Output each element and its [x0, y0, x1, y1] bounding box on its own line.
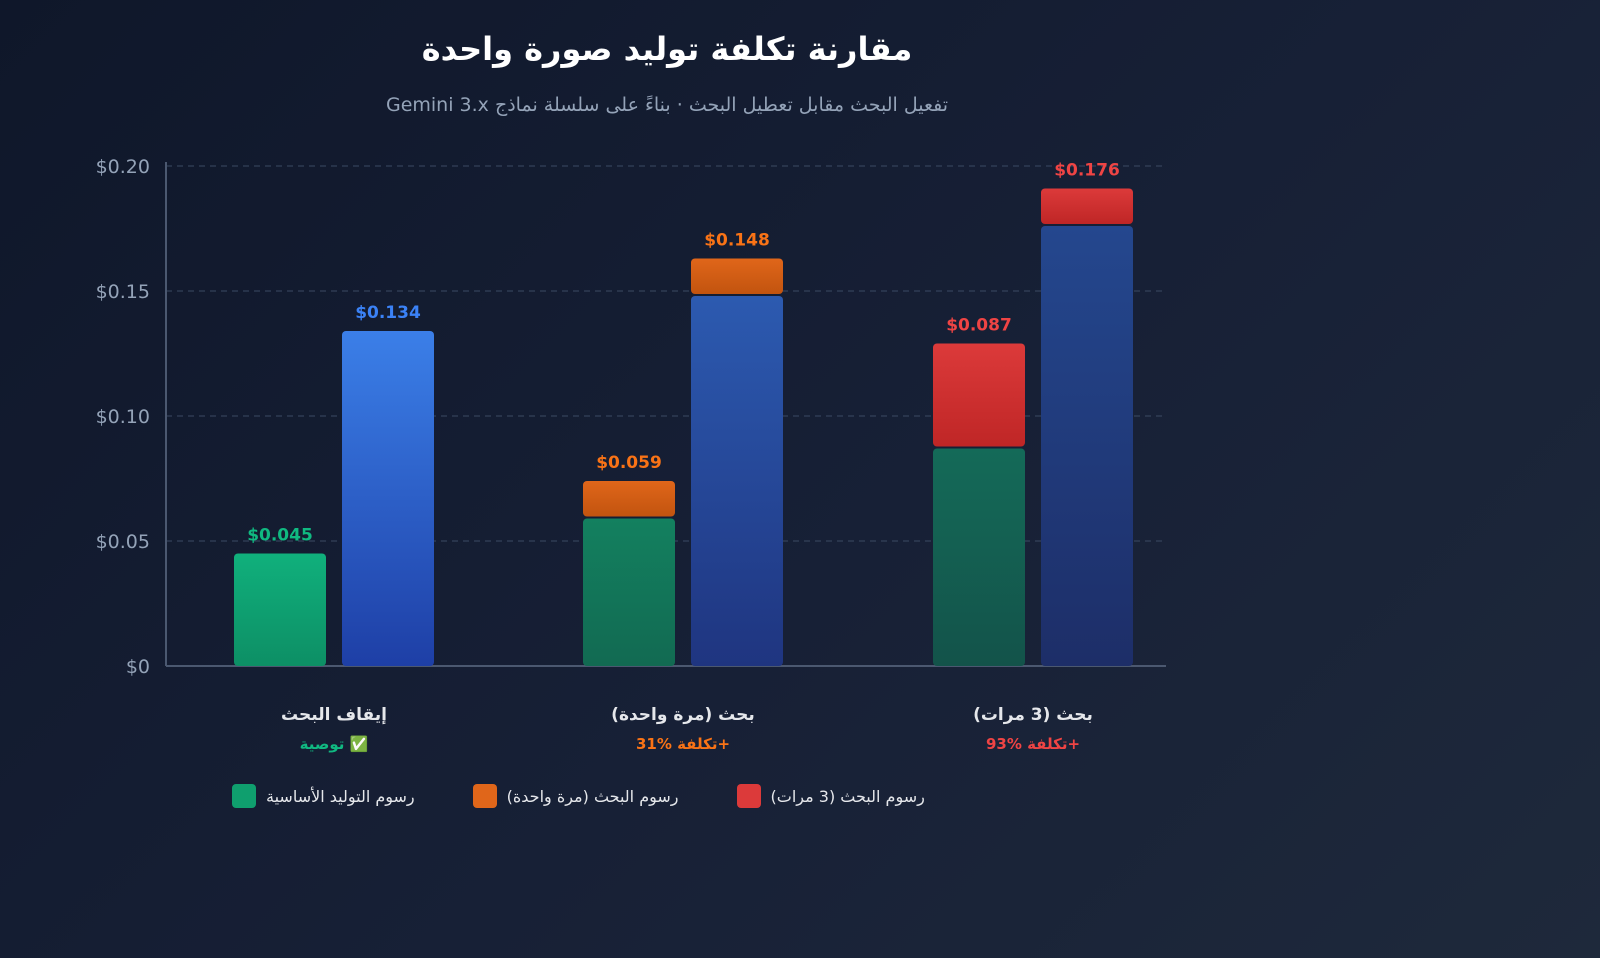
legend-label-base: رسوم التوليد الأساسية: [266, 786, 415, 806]
bar-value-label: $0.087: [946, 316, 1012, 336]
legend-item-search-3x: رسوم البحث (3 مرات): [736, 784, 925, 808]
bar-off-green-segment-0: [234, 553, 326, 666]
category-off: إيقاف البحث توصية ✅: [204, 705, 464, 753]
legend-item-base: رسوم التوليد الأساسية: [232, 784, 415, 808]
y-tick-label: $0: [126, 656, 150, 678]
bar-value-label: $0.176: [1054, 161, 1120, 181]
legend-item-search-once: رسوم البحث (مرة واحدة): [472, 784, 679, 808]
category-note: تكلفة %31+: [635, 735, 731, 753]
category-label: بحث (3 مرات): [973, 705, 1093, 725]
bar-value-label: $0.148: [704, 231, 770, 251]
chart-subtitle: Gemini 3.x تفعيل البحث مقابل تعطيل البحث…: [385, 94, 949, 116]
chart-title: مقارنة تكلفة توليد صورة واحدة: [421, 30, 913, 68]
category-three: بحث (3 مرات) تكلفة %93+: [903, 705, 1163, 753]
legend-swatch-search-3x: [736, 784, 761, 808]
legend-swatch-base: [232, 784, 256, 808]
bar-once-blue-segment-0: [691, 296, 783, 666]
y-tick-label: $0.10: [96, 406, 150, 428]
legend-label-search-3x: رسوم البحث (3 مرات): [770, 786, 925, 806]
legend-swatch-search-once: [472, 784, 497, 808]
bar-three-green-segment-1: [933, 343, 1025, 447]
bar-off-blue-segment-0: [342, 331, 434, 666]
y-tick-label: $0.20: [96, 156, 150, 178]
bar-three-green-segment-0: [933, 448, 1025, 666]
y-tick-label: $0.05: [96, 531, 150, 553]
category-label: إيقاف البحث: [281, 705, 387, 725]
legend: رسوم التوليد الأساسية رسوم البحث (مرة وا…: [232, 784, 925, 808]
category-note: توصية ✅: [299, 735, 369, 753]
category-note: تكلفة %93+: [985, 735, 1081, 753]
bar-value-label: $0.045: [247, 526, 313, 546]
bar-three-blue-segment-0: [1041, 226, 1133, 666]
category-once: بحث (مرة واحدة) تكلفة %31+: [553, 705, 813, 753]
bar-value-label: $0.059: [596, 453, 662, 473]
legend-label-search-once: رسوم البحث (مرة واحدة): [506, 786, 679, 806]
category-label: بحث (مرة واحدة): [611, 705, 755, 725]
bar-once-green-segment-0: [583, 518, 675, 666]
bar-once-blue-segment-1: [691, 258, 783, 294]
bar-three-blue-segment-1: [1041, 188, 1133, 224]
y-tick-label: $0.15: [96, 281, 150, 303]
bar-value-label: $0.134: [355, 303, 421, 323]
bar-once-green-segment-1: [583, 481, 675, 517]
